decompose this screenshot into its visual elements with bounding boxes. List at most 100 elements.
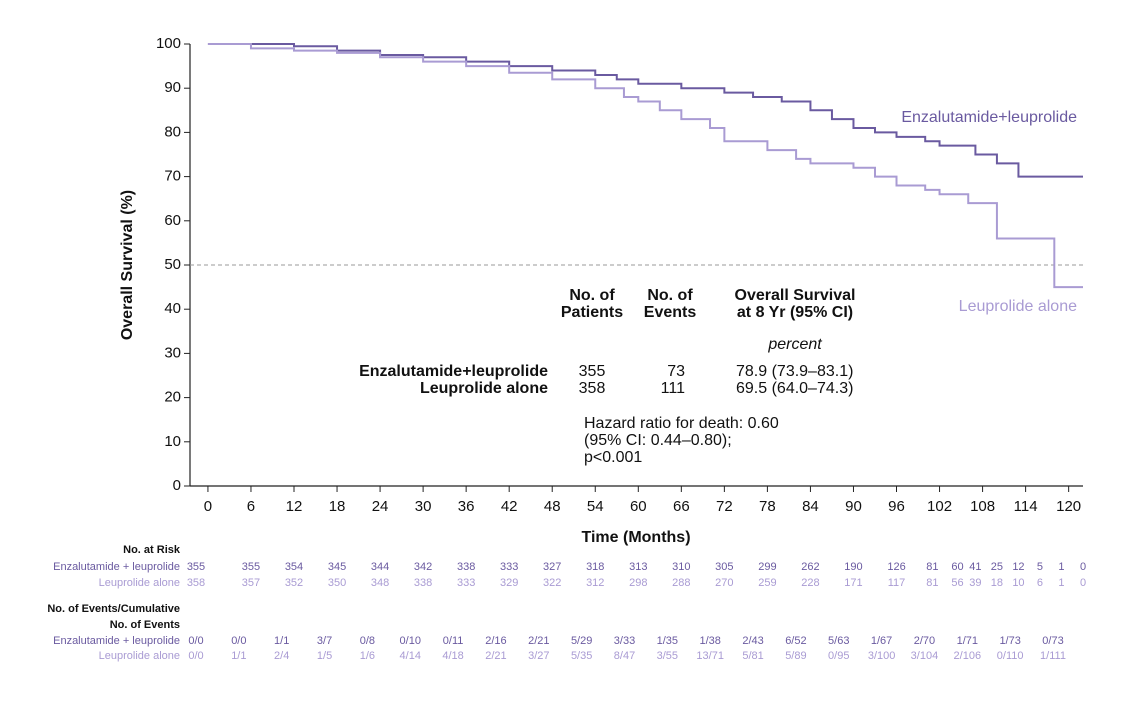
y-tick-label: 50 [164, 256, 181, 273]
x-tick-label: 42 [501, 498, 518, 515]
events-value: 2/106 [954, 650, 982, 662]
risk-value: 352 [285, 577, 303, 589]
risk-value: 310 [672, 561, 690, 573]
events-value: 1/73 [999, 635, 1020, 647]
table-header: No. of [569, 287, 615, 304]
risk-value: 338 [457, 561, 475, 573]
risk-value: 355 [187, 561, 205, 573]
risk-value: 345 [328, 561, 346, 573]
risk-value: 25 [991, 561, 1003, 573]
risk-value: 39 [969, 577, 981, 589]
table-header: Overall Survival [735, 287, 856, 304]
events-value: 2/43 [742, 635, 763, 647]
y-tick-label: 0 [173, 477, 181, 494]
risk-value: 81 [926, 577, 938, 589]
risk-value: 354 [285, 561, 303, 573]
table-cell: 355 [579, 363, 606, 380]
x-tick-label: 0 [204, 498, 212, 515]
risk-value: 305 [715, 561, 733, 573]
risk-value: 126 [887, 561, 905, 573]
table-unit: percent [767, 336, 822, 353]
series-label: Enzalutamide+leuprolide [901, 109, 1077, 126]
annotation: Hazard ratio for death: 0.60 [584, 415, 779, 432]
risk-value: 262 [801, 561, 819, 573]
events-value: 0/11 [443, 635, 464, 647]
events-value: 2/4 [274, 650, 289, 662]
table-header: at 8 Yr (95% CI) [737, 304, 853, 321]
y-tick-label: 100 [156, 35, 181, 52]
table-header: No. of [647, 287, 693, 304]
risk-value: 18 [991, 577, 1003, 589]
events-value: 2/21 [528, 635, 549, 647]
events-value: 5/63 [828, 635, 849, 647]
events-value: 1/38 [699, 635, 720, 647]
risk-value: 259 [758, 577, 776, 589]
risk-value: 298 [629, 577, 647, 589]
risk-value: 350 [328, 577, 346, 589]
events-value: 1/1 [274, 635, 289, 647]
risk-value: 327 [543, 561, 561, 573]
risk-value: 342 [414, 561, 432, 573]
events-value: 0/10 [400, 635, 421, 647]
risk-value: 355 [242, 561, 260, 573]
risk-value: 333 [500, 561, 518, 573]
events-value: 0/8 [360, 635, 375, 647]
events-row-label: Enzalutamide + leuprolide [53, 635, 180, 647]
risk-value: 338 [414, 577, 432, 589]
x-tick-label: 78 [759, 498, 776, 515]
x-tick-label: 6 [247, 498, 255, 515]
events-value: 0/73 [1042, 635, 1063, 647]
events-value: 0/0 [188, 650, 203, 662]
x-tick-label: 90 [845, 498, 862, 515]
x-tick-label: 72 [716, 498, 733, 515]
table-cell: 358 [579, 380, 606, 397]
events-value: 0/110 [997, 650, 1024, 662]
events-value: 5/29 [571, 635, 592, 647]
events-value: 3/104 [911, 650, 939, 662]
risk-value: 117 [888, 577, 906, 589]
risk-value: 12 [1012, 561, 1024, 573]
risk-value: 348 [371, 577, 389, 589]
annotation: (95% CI: 0.44–0.80); [584, 432, 732, 449]
events-value: 8/47 [614, 650, 635, 662]
risk-value: 56 [951, 577, 963, 589]
risk-row-label: Leuprolide alone [99, 577, 180, 589]
events-value: 1/71 [957, 635, 978, 647]
events-title: No. of Events/Cumulative [47, 603, 180, 615]
table-row-label: Enzalutamide+leuprolide [359, 363, 548, 380]
series-label: Leuprolide alone [959, 298, 1077, 315]
table-cell: 73 [667, 363, 685, 380]
x-tick-label: 84 [802, 498, 819, 515]
y-tick-label: 60 [164, 212, 181, 229]
risk-value: 60 [951, 561, 963, 573]
events-value: 3/33 [614, 635, 635, 647]
events-value: 5/81 [742, 650, 763, 662]
y-tick-label: 80 [164, 123, 181, 140]
x-tick-label: 36 [458, 498, 475, 515]
y-tick-label: 40 [164, 300, 181, 317]
x-tick-label: 114 [1014, 498, 1038, 515]
risk-value: 190 [844, 561, 862, 573]
x-tick-label: 102 [927, 498, 952, 515]
events-value: 5/35 [571, 650, 592, 662]
risk-value: 312 [586, 577, 604, 589]
risk-value: 1 [1058, 561, 1064, 573]
events-value: 1/111 [1040, 650, 1066, 662]
risk-value: 357 [242, 577, 260, 589]
risk-value: 6 [1037, 577, 1043, 589]
x-tick-label: 120 [1056, 498, 1081, 515]
events-value: 3/100 [868, 650, 896, 662]
events-value: 0/0 [231, 635, 246, 647]
risk-value: 358 [187, 577, 205, 589]
survival-curve [207, 43, 1083, 178]
events-value: 6/52 [785, 635, 806, 647]
annotation: p<0.001 [584, 449, 642, 466]
risk-value: 41 [969, 561, 981, 573]
x-tick-label: 12 [286, 498, 303, 515]
events-value: 2/16 [485, 635, 506, 647]
events-value: 0/95 [828, 650, 849, 662]
x-tick-label: 66 [673, 498, 690, 515]
events-row-label: Leuprolide alone [99, 650, 180, 662]
risk-value: 10 [1012, 577, 1024, 589]
